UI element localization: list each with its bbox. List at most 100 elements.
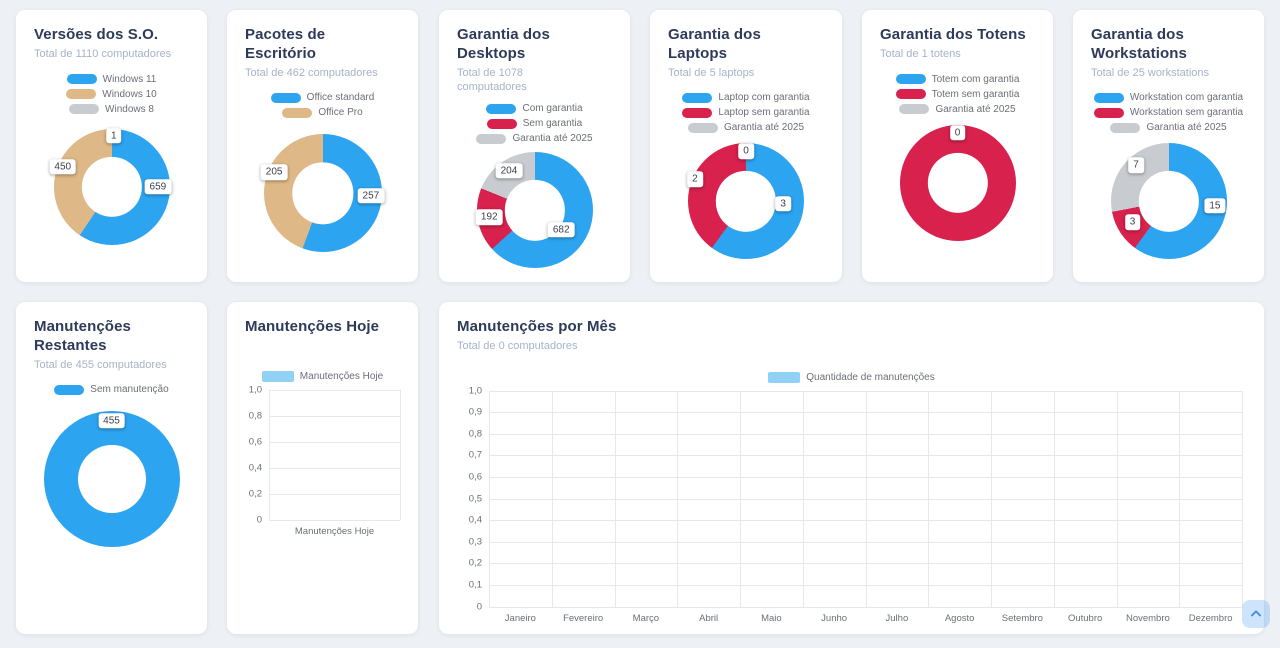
legend-item[interactable]: Garantia até 2025 xyxy=(687,122,805,134)
card-subtitle: Total de 1110 computadores xyxy=(34,47,172,60)
card-garantia-workstations: Garantia dos Workstations Total de 25 wo… xyxy=(1073,10,1264,282)
legend-item[interactable]: Sem garantia xyxy=(486,118,582,129)
legend-item[interactable]: Windows 11 xyxy=(66,73,157,85)
card-title: Manutenções Hoje xyxy=(245,318,380,335)
legend-label: Windows 11 xyxy=(102,73,157,85)
donut-chart[interactable]: 204 192 682 xyxy=(475,152,593,269)
card-subtitle: Total de 462 computadores xyxy=(245,66,378,79)
chart-legend: Totem com garantia Totem sem garantia Ga… xyxy=(862,74,1053,115)
value-label: 682 xyxy=(547,222,575,238)
legend-item[interactable]: Workstation sem garantia xyxy=(1093,107,1244,119)
legend-item[interactable]: Office standard xyxy=(270,92,374,103)
legend-swatch xyxy=(768,371,801,383)
legend-label: Windows 8 xyxy=(105,103,154,115)
legend-swatch xyxy=(261,370,294,382)
legend-label: Laptop com garantia xyxy=(718,92,810,104)
card-garantia-desktops: Garantia dos Desktops Total de 1078 comp… xyxy=(439,10,630,282)
value-label: 192 xyxy=(475,209,503,225)
value-label: 7 xyxy=(1128,157,1144,174)
value-label: 0 xyxy=(949,124,966,141)
card-title: Garantia dos Workstations xyxy=(1091,26,1187,62)
card-title: Garantia dos Totens xyxy=(880,26,1026,43)
card-garantia-laptops: Garantia dos Laptops Total de 5 laptops … xyxy=(650,10,842,282)
donut-hole xyxy=(77,445,146,514)
legend-label: Windows 10 xyxy=(102,88,157,100)
card-title: Versões dos S.O. xyxy=(34,26,159,43)
donut-chart[interactable]: 7 3 15 xyxy=(1110,143,1227,260)
legend-item[interactable]: Totem com garantia xyxy=(895,73,1020,85)
donut-chart[interactable]: 0 2 3 xyxy=(687,143,804,260)
legend-item[interactable]: Windows 10 xyxy=(66,88,157,100)
legend-label: Garantia até 2025 xyxy=(935,103,1016,115)
legend-swatch xyxy=(899,104,930,115)
value-label: 257 xyxy=(357,187,385,204)
donut-chart[interactable]: 1 450 659 xyxy=(49,127,172,245)
card-subtitle: Total de 0 computadores xyxy=(457,339,578,352)
legend-label: Laptop sem garantia xyxy=(718,107,810,119)
legend-swatch xyxy=(486,118,517,129)
legend-label: Office Pro xyxy=(318,107,363,119)
donut-chart[interactable]: 0 xyxy=(899,124,1016,241)
value-label: 205 xyxy=(260,164,288,180)
card-subtitle: Total de 1 totens xyxy=(880,47,961,60)
value-label: 455 xyxy=(98,413,125,429)
legend-item[interactable]: Workstation com garantia xyxy=(1093,92,1243,103)
legend-swatch xyxy=(1093,92,1124,103)
legend-item[interactable]: Sem manutenção xyxy=(54,384,169,396)
legend-item[interactable]: Laptop sem garantia xyxy=(682,107,810,119)
donut-hole xyxy=(81,156,142,217)
scroll-top-button[interactable] xyxy=(1242,600,1270,628)
chart-legend: Office standard Office Pro xyxy=(227,92,418,118)
bar-chart: 1,0 0,8 0,6 0,4 0,2 0 Manutenções Hoje xyxy=(235,384,408,540)
legend-swatch xyxy=(486,103,517,114)
legend-swatch xyxy=(1110,122,1141,133)
legend-item[interactable]: Garantia até 2025 xyxy=(1110,122,1227,133)
legend-label: Garantia até 2025 xyxy=(723,122,805,134)
legend-swatch xyxy=(895,89,926,100)
card-title: Pacotes de Escritório xyxy=(245,26,326,62)
donut-hole xyxy=(1138,171,1199,232)
chart-legend: Windows 11 Windows 10 Windows 8 xyxy=(16,74,207,115)
value-label: 3 xyxy=(1124,214,1141,230)
legend-label: Sem manutenção xyxy=(90,384,169,396)
legend-swatch xyxy=(687,122,718,133)
legend-item[interactable]: Garantia até 2025 xyxy=(476,133,593,145)
donut-chart[interactable]: 455 xyxy=(43,411,180,548)
value-label: 2 xyxy=(687,171,703,188)
card-subtitle: Total de 455 computadores xyxy=(34,358,167,371)
value-label: 1 xyxy=(106,127,122,144)
card-pacotes-escritorio: Pacotes de Escritório Total de 462 compu… xyxy=(227,10,418,282)
legend-label: Totem com garantia xyxy=(931,73,1020,85)
legend-label: Workstation sem garantia xyxy=(1129,107,1244,119)
value-label: 204 xyxy=(495,162,523,179)
chart-legend[interactable]: Quantidade de manutenções xyxy=(439,371,1264,383)
legend-swatch xyxy=(682,107,713,118)
legend-swatch xyxy=(54,384,85,395)
chart-legend: Workstation com garantia Workstation sem… xyxy=(1073,92,1264,133)
legend-item[interactable]: Totem sem garantia xyxy=(895,88,1020,100)
legend-label: Garantia até 2025 xyxy=(512,133,593,145)
value-label: 0 xyxy=(738,143,754,160)
donut-hole xyxy=(715,171,777,232)
legend-swatch xyxy=(895,74,926,85)
card-garantia-totens: Garantia dos Totens Total de 1 totens To… xyxy=(862,10,1053,282)
legend-swatch xyxy=(682,92,713,103)
legend-item[interactable]: Garantia até 2025 xyxy=(899,103,1016,115)
legend-swatch xyxy=(476,133,507,144)
legend-label: Manutenções Hoje xyxy=(299,370,384,382)
donut-chart[interactable]: 205 257 xyxy=(260,134,385,253)
card-versoes-so: Versões dos S.O. Total de 1110 computado… xyxy=(16,10,207,282)
card-manutencoes-restantes: Manutenções Restantes Total de 455 compu… xyxy=(16,302,207,634)
legend-label: Totem sem garantia xyxy=(931,88,1020,100)
legend-item[interactable]: Laptop com garantia xyxy=(682,92,810,104)
card-title: Garantia dos Desktops xyxy=(457,26,550,62)
legend-item[interactable]: Com garantia xyxy=(486,103,583,114)
legend-item[interactable]: Windows 8 xyxy=(69,104,154,115)
chart-legend[interactable]: Manutenções Hoje xyxy=(227,370,418,382)
card-manutencoes-por-mes: Manutenções por Mês Total de 0 computado… xyxy=(439,302,1264,634)
donut-hole xyxy=(927,152,988,213)
legend-label: Quantidade de manutenções xyxy=(806,371,935,383)
legend-item[interactable]: Office Pro xyxy=(282,107,363,119)
card-subtitle: Total de 5 laptops xyxy=(668,66,755,79)
card-title: Manutenções Restantes xyxy=(34,318,131,354)
